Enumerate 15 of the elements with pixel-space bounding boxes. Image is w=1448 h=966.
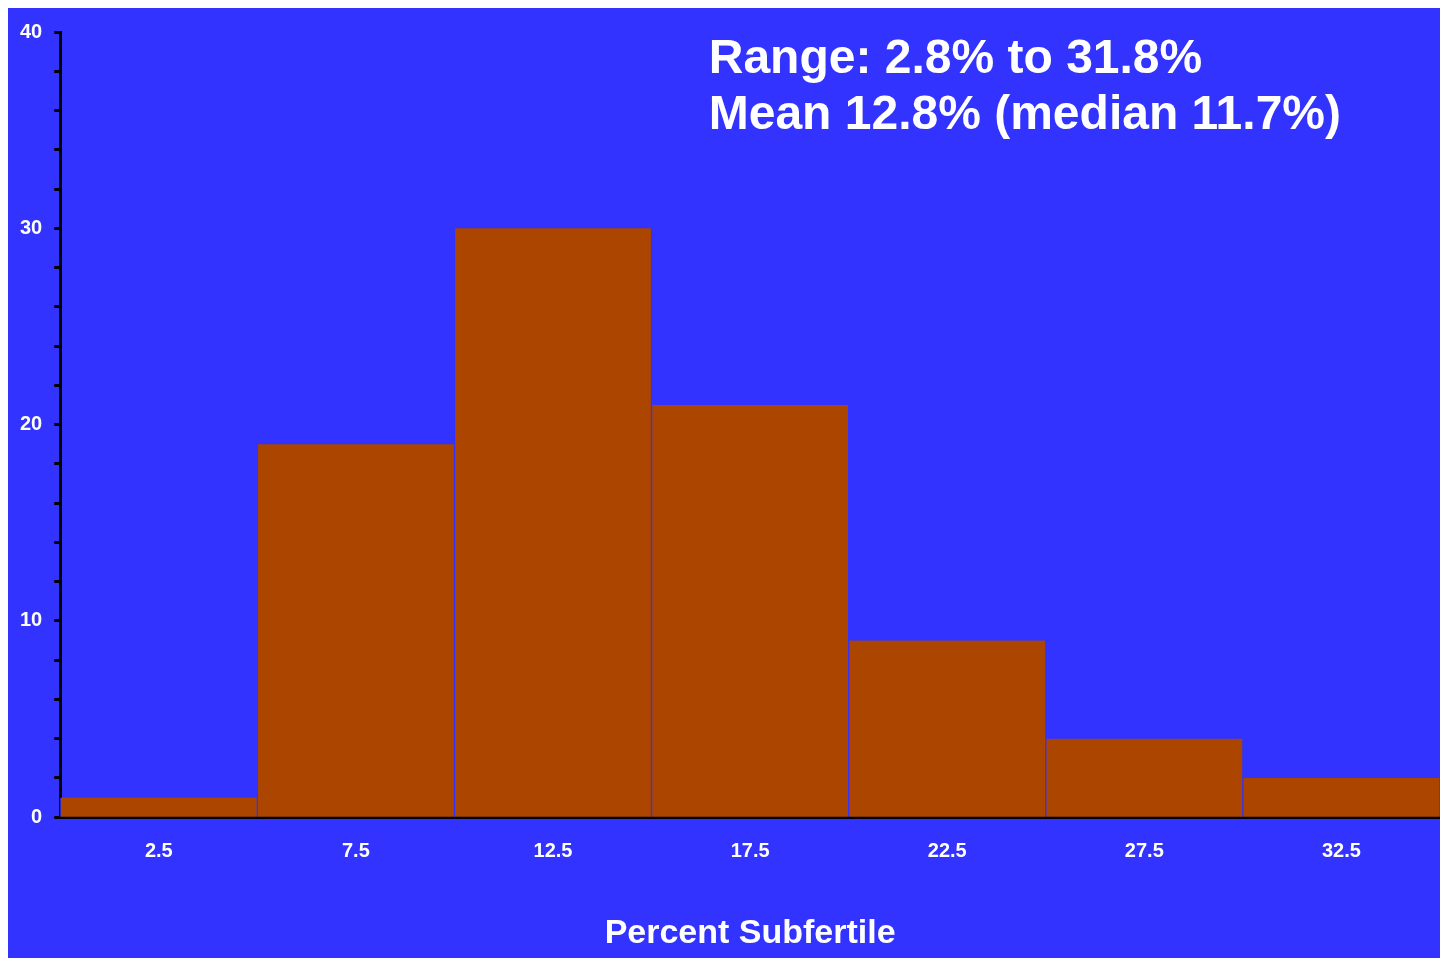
y-tick-label: 40 <box>20 19 43 42</box>
x-tick-label: 2.5 <box>144 838 173 861</box>
y-tick-label: 30 <box>20 215 43 238</box>
x-axis-title: Percent Subfertile <box>604 911 896 950</box>
annotation: Mean 12.8% (median 11.7%) <box>708 86 1342 140</box>
y-tick-label: 20 <box>20 412 43 435</box>
x-tick-label: 7.5 <box>342 838 370 861</box>
x-tick-label: 27.5 <box>1124 838 1164 861</box>
y-tick-label: 10 <box>20 608 43 631</box>
x-tick-label: 17.5 <box>730 838 770 861</box>
annotation: Range: 2.8% to 31.8% <box>708 30 1203 84</box>
x-tick-label: 32.5 <box>1321 838 1361 861</box>
y-tick-label: 0 <box>31 804 43 827</box>
x-tick-label: 12.5 <box>533 838 573 861</box>
x-tick-label: 22.5 <box>927 838 967 861</box>
